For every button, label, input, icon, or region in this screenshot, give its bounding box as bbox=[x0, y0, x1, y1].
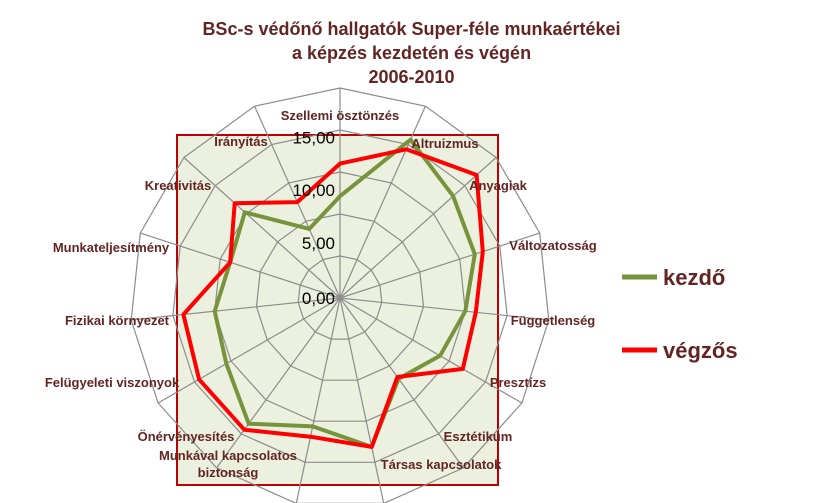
category-label: Önérvényesítés bbox=[138, 429, 235, 444]
grid-spoke bbox=[183, 157, 341, 299]
chart-title: BSc-s védőnő hallgatók Super-féle munkaé… bbox=[0, 17, 823, 89]
category-label-line: Kreativitás bbox=[145, 178, 211, 193]
category-label: Anyagiak bbox=[469, 178, 528, 193]
category-label: Munkateljesítmény bbox=[53, 240, 170, 255]
grid-spoke bbox=[295, 297, 341, 503]
category-label: Irányítás bbox=[214, 134, 267, 149]
grid-spoke bbox=[339, 297, 549, 321]
category-label: Presztízs bbox=[490, 375, 546, 390]
category-label-line: Felügyeleti viszonyok bbox=[45, 375, 180, 390]
grid-ring bbox=[297, 255, 383, 340]
tick-label: 0,00 bbox=[302, 289, 335, 308]
category-label: Függetlenség bbox=[511, 313, 596, 328]
category-labels: Szellemi ösztönzés Altruizmus Anyagiak Vált… bbox=[45, 108, 597, 480]
legend: kezdő végzős bbox=[622, 265, 738, 363]
grid-spoke bbox=[339, 297, 464, 469]
radar-grid bbox=[130, 87, 550, 503]
grid-spoke bbox=[157, 297, 341, 404]
category-label: Szellemi ösztönzés bbox=[281, 108, 399, 123]
category-label: Változatosság bbox=[509, 238, 596, 253]
tick-label: 15,00 bbox=[292, 128, 335, 147]
category-label: Fizikai környezet bbox=[65, 313, 170, 328]
chart-title-line-1: BSc-s védőnő hallgatók Super-féle munkaé… bbox=[202, 19, 621, 39]
tick-label: 5,00 bbox=[302, 234, 335, 253]
category-label-line: Változatosság bbox=[509, 238, 596, 253]
grid-spoke bbox=[339, 297, 385, 503]
category-label-line: Anyagiak bbox=[469, 178, 528, 193]
grid-spoke bbox=[339, 297, 523, 404]
category-label: Társas kapcsolatok bbox=[381, 457, 502, 472]
tick-labels: 0,00 5,00 10,00 15,00 bbox=[292, 128, 335, 308]
grid-spoke bbox=[339, 232, 540, 299]
category-label-line: biztonság bbox=[198, 465, 259, 480]
series-line-1 bbox=[212, 137, 477, 449]
category-label-line: Társas kapcsolatok bbox=[381, 457, 502, 472]
legend-label: végzős bbox=[663, 338, 738, 363]
grid-ring bbox=[130, 87, 550, 503]
grid-ring bbox=[255, 213, 425, 381]
category-label: Munkával kapcsolatos biztonság bbox=[159, 448, 297, 480]
series-line-2 bbox=[181, 147, 485, 449]
grid-spoke bbox=[131, 297, 341, 321]
category-label-line: Altruizmus bbox=[411, 136, 478, 151]
tick-label: 10,00 bbox=[292, 181, 335, 200]
category-label-line: Esztétikum bbox=[444, 429, 513, 444]
legend-label: kezdő bbox=[663, 265, 725, 290]
category-label-line: Önérvényesítés bbox=[138, 429, 235, 444]
category-label: Kreativitás bbox=[145, 178, 211, 193]
category-label-line: Fizikai környezet bbox=[65, 313, 170, 328]
category-label-line: Presztízs bbox=[490, 375, 546, 390]
category-label-line: Munkával kapcsolatos bbox=[159, 448, 297, 463]
category-label: Felügyeleti viszonyok bbox=[45, 375, 180, 390]
chart-title-line-3: 2006-2010 bbox=[368, 67, 455, 87]
category-label: Esztétikum bbox=[444, 429, 513, 444]
category-label-line: Irányítás bbox=[214, 134, 267, 149]
category-label-line: Függetlenség bbox=[511, 313, 596, 328]
grid-spoke bbox=[140, 232, 341, 299]
series-layer bbox=[181, 137, 485, 449]
category-label-line: Munkateljesítmény bbox=[53, 240, 170, 255]
grid-spoke bbox=[216, 297, 341, 469]
category-label: Altruizmus bbox=[411, 136, 478, 151]
grid-spoke bbox=[339, 157, 497, 299]
grid-ring bbox=[172, 129, 508, 463]
chart-title-line-2: a képzés kezdetén és végén bbox=[291, 43, 532, 63]
category-label-line: Szellemi ösztönzés bbox=[281, 108, 399, 123]
